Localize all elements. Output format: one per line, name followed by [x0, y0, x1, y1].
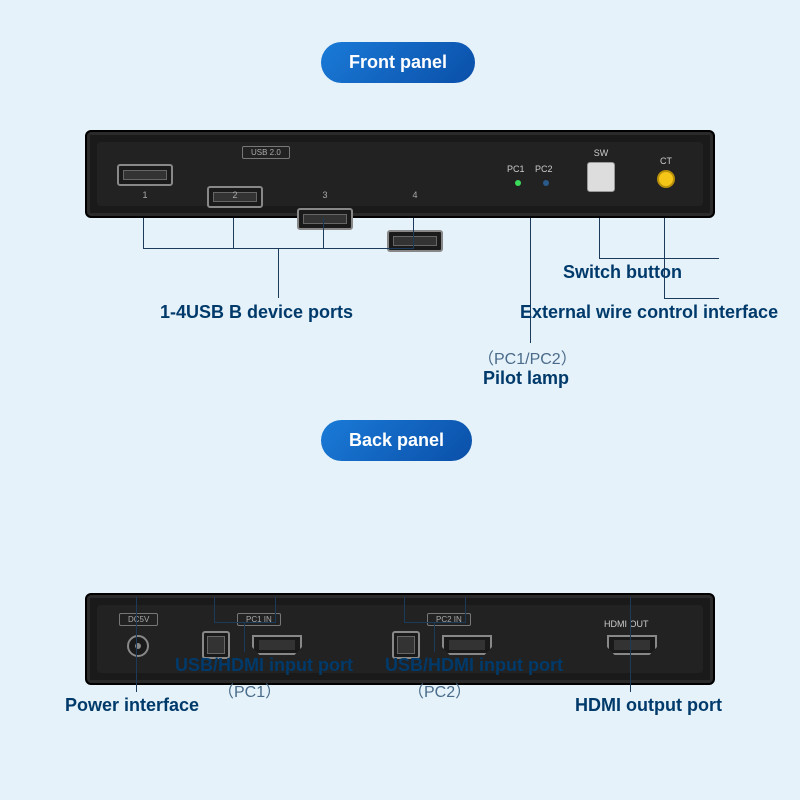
- ct-label: CT: [657, 156, 675, 166]
- callout-pilot-sub: （PC1/PC2）: [478, 345, 577, 369]
- callout-hdmi-out: HDMI output port: [575, 695, 722, 716]
- front-panel-title-pill: Front panel: [321, 42, 475, 83]
- dc-jack: [127, 635, 149, 657]
- usb-port-1-label: 1: [117, 190, 173, 200]
- callout-pc2-sub: （PC2）: [408, 678, 471, 702]
- line-pc1-h: [214, 622, 276, 623]
- line-pc2-a: [404, 597, 405, 622]
- line-usb-drop: [278, 248, 279, 298]
- pc2-label: PC2: [535, 164, 553, 174]
- line-sw-v: [599, 218, 600, 258]
- line-sw-h: [599, 258, 719, 259]
- front-title-text: Front panel: [349, 52, 447, 72]
- callout-pc1-sub: （PC1）: [218, 678, 281, 702]
- line-usb-1: [143, 218, 144, 248]
- back-title-text: Back panel: [349, 430, 444, 450]
- line-ct-v: [664, 218, 665, 298]
- usb-port-3-label: 3: [297, 190, 353, 200]
- sw-label: SW: [587, 148, 615, 158]
- usb-port-1: [117, 164, 173, 186]
- usb-port-4-label: 4: [387, 190, 443, 200]
- led-pc1: [515, 180, 521, 186]
- back-panel-title-pill: Back panel: [321, 420, 472, 461]
- line-usb-4: [413, 218, 414, 248]
- callout-usb-ports: 1-4USB B device ports: [160, 302, 353, 323]
- usb-port-2-label: 2: [207, 190, 263, 200]
- usb-group-label: USB 2.0: [242, 146, 290, 159]
- usb-port-3: [297, 208, 353, 230]
- line-pc2-b: [465, 597, 466, 622]
- pc2-hdmi: [442, 635, 492, 655]
- switch-button: [587, 162, 615, 192]
- line-pc1-a: [214, 597, 215, 622]
- callout-pc2-in: USB/HDMI input port: [385, 655, 563, 676]
- line-usb-3: [323, 218, 324, 248]
- callout-external: External wire control interface: [520, 302, 778, 323]
- front-panel: USB 2.0 1 2 3 4 PC1 PC2 SW CT: [85, 130, 715, 218]
- line-usb-2: [233, 218, 234, 248]
- line-pc1-b: [275, 597, 276, 622]
- pc1-label: PC1: [507, 164, 525, 174]
- callout-pc1-in: USB/HDMI input port: [175, 655, 353, 676]
- dc-label: DC5V: [119, 613, 158, 626]
- line-pilot: [530, 218, 531, 343]
- pc1-hdmi: [252, 635, 302, 655]
- line-ct-h: [664, 298, 719, 299]
- hdmi-out: [607, 635, 657, 655]
- callout-power: Power interface: [65, 695, 199, 716]
- line-pc2-drop: [434, 622, 435, 652]
- line-power: [136, 597, 137, 692]
- led-pc2: [543, 180, 549, 186]
- line-pc1-drop: [244, 622, 245, 652]
- callout-pilot: Pilot lamp: [483, 368, 569, 389]
- line-pc2-h: [404, 622, 466, 623]
- ct-jack: [657, 170, 675, 188]
- line-hdmi-out: [630, 597, 631, 692]
- hdmi-out-label: HDMI OUT: [604, 619, 649, 629]
